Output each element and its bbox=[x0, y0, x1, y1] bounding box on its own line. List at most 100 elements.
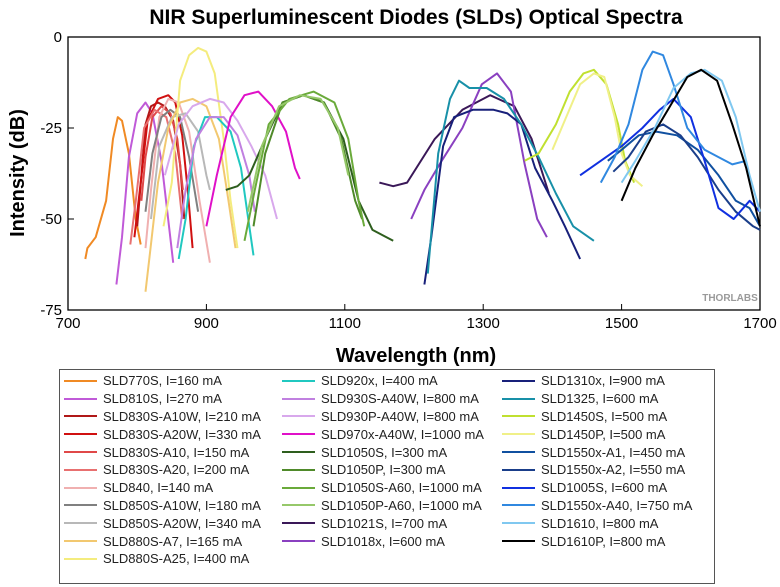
legend-swatch bbox=[282, 451, 315, 454]
legend-swatch bbox=[64, 504, 97, 507]
legend-label: SLD1050S, I=300 mA bbox=[321, 444, 448, 460]
series-line-19 bbox=[246, 94, 350, 212]
series-line-4 bbox=[133, 94, 194, 249]
legend-swatch bbox=[282, 433, 315, 436]
legend-swatch bbox=[502, 540, 535, 543]
legend-label: SLD880S-A7, I=165 mA bbox=[103, 533, 243, 549]
legend-column: SLD920x, I=400 mA SLD930S-A40W, I=800 mA S… bbox=[282, 372, 484, 550]
legend-swatch bbox=[282, 540, 315, 543]
legend-swatch bbox=[282, 486, 315, 489]
legend-label: SLD1550x-A1, I=450 mA bbox=[541, 444, 686, 460]
legend-item: SLD1005S, I=600 mA bbox=[502, 479, 692, 497]
legend-item: SLD1550x-A1, I=450 mA bbox=[502, 443, 692, 461]
legend-swatch bbox=[64, 415, 97, 418]
chart-title: NIR Superluminescent Diodes (SLDs) Optic… bbox=[149, 6, 683, 29]
legend-item: SLD810S, I=270 mA bbox=[64, 390, 261, 408]
x-tick-label: 1100 bbox=[329, 315, 361, 332]
legend-item: SLD920x, I=400 mA bbox=[282, 372, 484, 390]
legend-item: SLD1450S, I=500 mA bbox=[502, 408, 692, 426]
legend-label: SLD850S-A10W, I=180 mA bbox=[103, 497, 261, 513]
legend-item: SLD830S-A20, I=200 mA bbox=[64, 461, 261, 479]
series-line-22 bbox=[423, 108, 582, 285]
legend-item: SLD880S-A7, I=165 mA bbox=[64, 532, 261, 550]
legend-item: SLD1550x-A40, I=750 mA bbox=[502, 497, 692, 515]
series-lines bbox=[84, 46, 761, 292]
plot-area bbox=[67, 36, 761, 311]
x-tick-label: 1500 bbox=[605, 315, 638, 332]
series-line-27 bbox=[612, 123, 761, 231]
legend-item: SLD1050S-A60, I=1000 mA bbox=[282, 479, 484, 497]
legend-label: SLD1325, I=600 mA bbox=[541, 391, 659, 407]
legend-label: SLD1450P, I=500 mA bbox=[541, 426, 666, 442]
legend-label: SLD1550x-A2, I=550 mA bbox=[541, 462, 686, 478]
legend-swatch bbox=[64, 557, 97, 560]
series-line-13 bbox=[176, 116, 256, 249]
series-line-20 bbox=[379, 94, 550, 194]
legend-label: SLD1550x-A40, I=750 mA bbox=[541, 497, 693, 513]
legend-item: SLD1018x, I=600 mA bbox=[282, 532, 484, 550]
legend-swatch bbox=[282, 504, 315, 507]
legend-column: SLD770S, I=160 mA SLD810S, I=270 mA SLD830… bbox=[64, 372, 261, 568]
legend-label: SLD850S-A20W, I=340 mA bbox=[103, 515, 261, 531]
legend-label: SLD1050S-A60, I=1000 mA bbox=[321, 480, 482, 496]
y-tick-label: -25 bbox=[40, 120, 62, 137]
legend-label: SLD930P-A40W, I=800 mA bbox=[321, 408, 479, 424]
legend-item: SLD830S-A20W, I=330 mA bbox=[64, 425, 261, 443]
series-line-17 bbox=[252, 94, 364, 227]
legend: SLD770S, I=160 mA SLD810S, I=270 mA SLD830… bbox=[59, 369, 715, 584]
legend-label: SLD830S-A10, I=150 mA bbox=[103, 444, 250, 460]
legend-label: SLD770S, I=160 mA bbox=[103, 373, 222, 389]
legend-swatch bbox=[282, 379, 315, 382]
series-line-21 bbox=[410, 72, 548, 238]
legend-swatch bbox=[502, 504, 535, 507]
legend-swatch bbox=[64, 379, 97, 382]
legend-item: SLD930S-A40W, I=800 mA bbox=[282, 390, 484, 408]
series-line-10 bbox=[144, 97, 237, 292]
legend-item: SLD1310x, I=900 mA bbox=[502, 372, 692, 390]
legend-item: SLD830S-A10W, I=210 mA bbox=[64, 408, 261, 426]
legend-item: SLD1610P, I=800 mA bbox=[502, 532, 692, 550]
chart-svg: NIR Superluminescent Diodes (SLDs) Optic… bbox=[7, 6, 777, 367]
x-axis-label: Wavelength (nm) bbox=[336, 345, 496, 367]
series-line-23 bbox=[426, 79, 595, 274]
legend-swatch bbox=[64, 468, 97, 471]
legend-swatch bbox=[64, 397, 97, 400]
series-line-30 bbox=[620, 68, 761, 212]
y-axis: 0 -25 -50 -75 bbox=[40, 29, 74, 319]
legend-item: SLD840, I=140 mA bbox=[64, 479, 261, 497]
legend-label: SLD830S-A20, I=200 mA bbox=[103, 462, 250, 478]
y-tick-label: 0 bbox=[54, 29, 62, 46]
legend-label: SLD830S-A20W, I=330 mA bbox=[103, 426, 261, 442]
legend-swatch bbox=[502, 522, 535, 525]
legend-item: SLD850S-A20W, I=340 mA bbox=[64, 514, 261, 532]
legend-swatch bbox=[64, 522, 97, 525]
legend-label: SLD1610, I=800 mA bbox=[541, 515, 659, 531]
legend-item: SLD1550x-A2, I=550 mA bbox=[502, 461, 692, 479]
legend-item: SLD930P-A40W, I=800 mA bbox=[282, 408, 484, 426]
legend-item: SLD770S, I=160 mA bbox=[64, 372, 261, 390]
legend-swatch bbox=[282, 468, 315, 471]
legend-label: SLD930S-A40W, I=800 mA bbox=[321, 391, 479, 407]
series-line-6 bbox=[129, 108, 184, 245]
legend-swatch bbox=[502, 415, 535, 418]
legend-swatch bbox=[502, 468, 535, 471]
y-tick-label: -75 bbox=[40, 302, 62, 319]
thorlabs-watermark: THORLABS bbox=[702, 293, 758, 304]
legend-label: SLD1310x, I=900 mA bbox=[541, 373, 665, 389]
series-line-9 bbox=[150, 112, 211, 220]
legend-label: SLD810S, I=270 mA bbox=[103, 391, 222, 407]
legend-swatch bbox=[64, 451, 97, 454]
legend-swatch bbox=[502, 379, 535, 382]
legend-swatch bbox=[502, 451, 535, 454]
series-line-7 bbox=[144, 97, 211, 263]
x-tick-label: 1300 bbox=[467, 315, 500, 332]
series-line-1 bbox=[84, 116, 142, 260]
series-line-29 bbox=[599, 50, 747, 184]
x-axis: 700 900 1100 1300 1500 1700 bbox=[55, 304, 777, 332]
legend-label: SLD840, I=140 mA bbox=[103, 480, 214, 496]
legend-column: SLD1310x, I=900 mA SLD1325, I=600 mA SLD14… bbox=[502, 372, 692, 550]
legend-swatch bbox=[64, 433, 97, 436]
series-line-31 bbox=[620, 68, 761, 227]
legend-item: SLD830S-A10, I=150 mA bbox=[64, 443, 261, 461]
legend-item: SLD850S-A10W, I=180 mA bbox=[64, 497, 261, 515]
